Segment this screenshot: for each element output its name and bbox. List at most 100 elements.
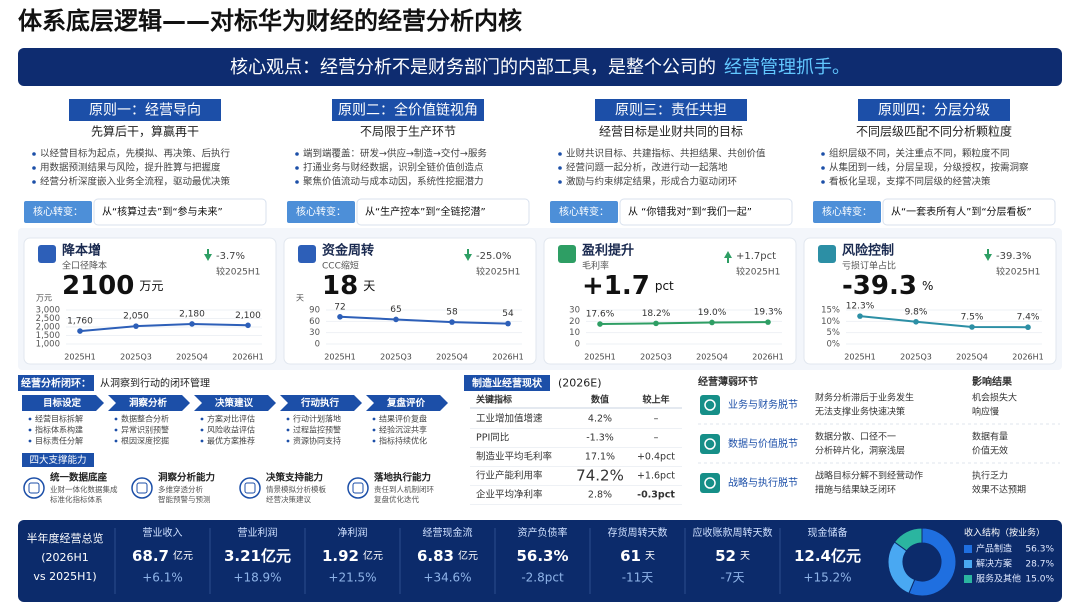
step-chevron	[108, 395, 190, 411]
bullet-dot	[558, 152, 562, 156]
shift-bubble	[619, 198, 793, 226]
kpi-point	[245, 322, 251, 329]
bullet-dot	[821, 152, 825, 156]
step-chevron	[194, 395, 276, 411]
shift-label-box	[550, 201, 618, 223]
kpi-arrow	[204, 249, 212, 261]
table-cell: –	[654, 433, 659, 444]
donut-segment	[893, 527, 923, 552]
kpi-area	[18, 228, 1062, 370]
kpi-point	[449, 319, 455, 325]
step-item: 经营目标拆解	[35, 414, 83, 424]
step-dot	[28, 439, 32, 443]
capability-line: 责任到人机制闭环	[374, 484, 434, 494]
kpi-arrow	[984, 249, 992, 261]
y-tick-label: 0	[575, 340, 580, 350]
table-cell: 4.2%	[588, 414, 612, 425]
shift-label: 核心转变：	[33, 205, 83, 218]
weak-name: 战略与执行脱节	[728, 476, 798, 489]
kpi-arrow	[464, 249, 472, 261]
y-tick-label: 30	[309, 328, 320, 338]
y-tick-label: 15%	[821, 306, 840, 316]
metric-name: 营业利润	[238, 526, 278, 539]
kpi-subtitle: 亏损订单占比	[842, 260, 896, 272]
metric-number: 61	[620, 547, 641, 565]
metric-number: 3.21亿元	[224, 547, 291, 565]
weak-label: 经营薄弱环节	[698, 375, 758, 388]
principle-label: 原则四：分层分级	[878, 103, 990, 119]
step-item: 目标责任分解	[35, 436, 83, 446]
principle-label-box	[858, 99, 1010, 121]
table-cell: 制造业平均毛利率	[476, 451, 553, 463]
metric-change: +18.9%	[233, 571, 281, 585]
step-dot	[286, 417, 290, 421]
principle-bullet: 以经营目标为起点，先模拟、再决策、后执行	[40, 148, 231, 160]
principle-bullet: 组织层级不同，关注重点不同，颗粒度不同	[829, 148, 1010, 160]
value-label: 18.2%	[642, 309, 671, 319]
section-label: 制造业经营现状	[472, 377, 543, 390]
kpi-unit: 万元	[139, 279, 163, 293]
kpi-number: -39.3	[842, 271, 917, 301]
x-tick-label: 2025H1	[844, 353, 875, 362]
kpi-point	[77, 328, 83, 334]
step-dot	[372, 428, 376, 432]
weak-result-label: 影响结果	[972, 375, 1013, 388]
weak-desc: 战略目标分解不到经营动作	[815, 470, 923, 482]
y-unit: 天	[296, 294, 304, 303]
table-cell: 工业增加值增速	[476, 413, 543, 425]
kpi-point	[913, 318, 919, 325]
capability-line: 标准化指标体系	[50, 494, 103, 504]
principle-subtitle: 不局限于生产环节	[360, 125, 456, 139]
value-label: 2,050	[123, 312, 149, 322]
weak-desc: 数据分散、口径不一	[815, 431, 896, 443]
weak-desc: 财务分析滞后于业务发生	[815, 392, 914, 404]
table-cell: 74.2%	[576, 467, 624, 485]
x-tick-label: 2025H1	[324, 353, 355, 362]
y-tick-label: 90	[309, 306, 320, 316]
kpi-point	[709, 319, 715, 326]
kpi-point	[393, 316, 399, 323]
value-label: 19.0%	[698, 308, 727, 318]
x-tick-label: 2025H1	[584, 353, 615, 362]
metric-change: +34.6%	[423, 571, 471, 585]
x-tick-label: 2026H1	[492, 353, 523, 362]
weak-result: 数据有量	[972, 431, 1008, 443]
weak-result: 效果不达预期	[972, 484, 1026, 496]
kpi-title: 盈利提升	[581, 243, 634, 259]
kpi-point	[505, 320, 511, 327]
step-dot	[28, 417, 32, 421]
metric-name: 应收账款周转天数	[693, 526, 773, 539]
shift-text: 从 “你错我对”到“我们一起”	[628, 205, 752, 218]
legend-value: 28.7%	[1025, 560, 1054, 570]
step-dot	[200, 417, 204, 421]
overview-bar	[18, 520, 1062, 602]
step-item: 异常识别预警	[121, 425, 169, 435]
x-tick-label: 2025Q3	[640, 353, 672, 362]
kpi-point	[189, 321, 195, 327]
metric-name: 经营现金流	[423, 526, 473, 539]
bullet-dot	[558, 180, 562, 184]
capability-label: 四大支撑能力	[29, 454, 86, 466]
legend-value: 56.3%	[1025, 545, 1054, 555]
step-item: 行动计划落地	[293, 414, 341, 424]
step-name: 复盘评价	[386, 397, 426, 409]
table-cell: -0.3pct	[637, 490, 675, 501]
step-item: 风险收益评估	[207, 425, 255, 435]
table-cell: -1.3%	[586, 433, 614, 444]
kpi-change: -3.7%	[216, 251, 245, 262]
kpi-line	[599, 321, 769, 326]
step-dot	[200, 439, 204, 443]
step-item: 数据整合分析	[121, 414, 169, 424]
principle-bullet: 业财共识目标、共建指标、共担结果、共创价值	[566, 148, 766, 160]
capability-line: 多维穿透分析	[158, 484, 203, 494]
overview-label: 半年度经营总览	[27, 531, 104, 545]
x-tick-label: 2025H1	[64, 353, 95, 362]
kpi-unit: 天	[363, 279, 375, 293]
metric-number: 6.83	[417, 547, 454, 565]
y-tick-label: 20	[569, 317, 580, 327]
step-item: 最优方案推荐	[207, 436, 255, 446]
metric-name: 存货周转天数	[608, 526, 668, 539]
x-tick-label: 2026H1	[232, 353, 263, 362]
step-dot	[114, 428, 118, 432]
